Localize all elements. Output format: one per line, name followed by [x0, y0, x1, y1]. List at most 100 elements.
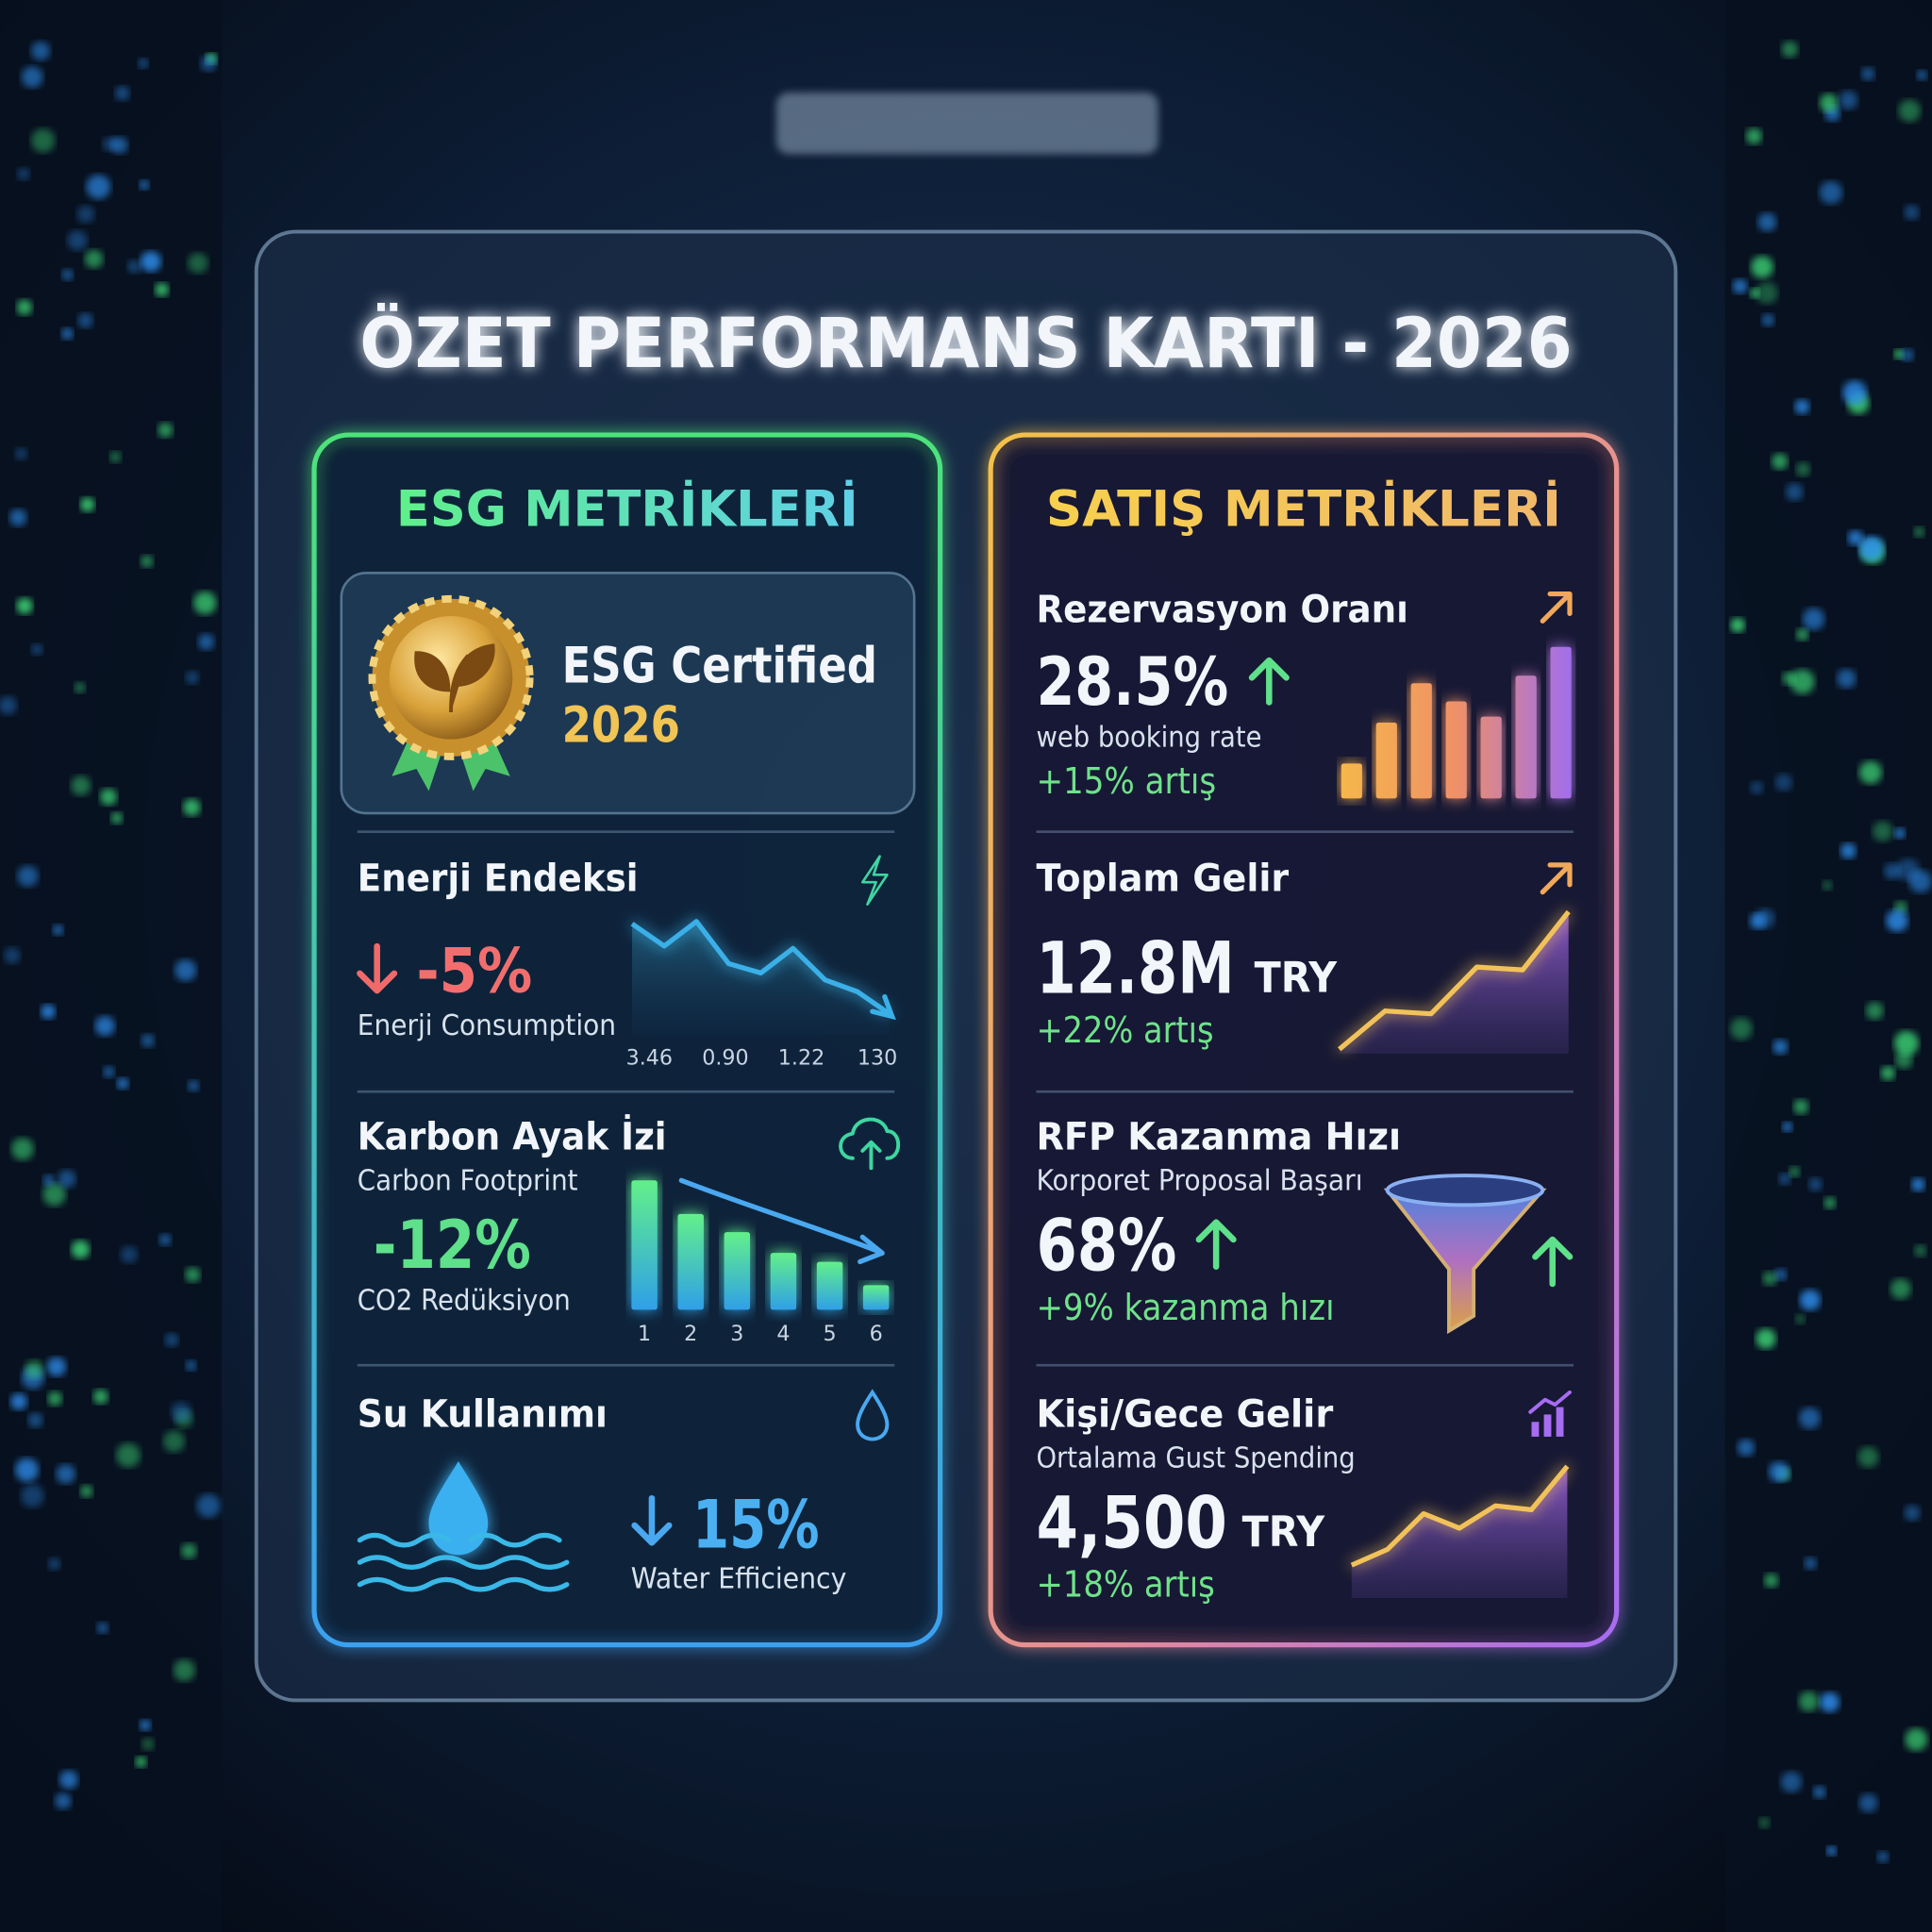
- bar: [862, 1285, 890, 1310]
- page-title: ÖZET PERFORMANS KARTI - 2026: [359, 303, 1572, 384]
- server-light: [17, 167, 30, 181]
- server-light: [1898, 99, 1921, 123]
- server-light: [61, 327, 74, 341]
- metric-title: Karbon Ayak İzi: [358, 1114, 667, 1159]
- server-light: [164, 1333, 179, 1347]
- area-fill: [1339, 911, 1569, 1054]
- metric-subtitle: Korporet Proposal Başarı: [1036, 1165, 1362, 1198]
- server-light: [1798, 1690, 1819, 1712]
- server-light: [142, 1738, 155, 1751]
- server-light: [1872, 821, 1893, 841]
- x-tick-label: 0.90: [702, 1045, 748, 1070]
- bar: [724, 1232, 751, 1310]
- line: [630, 919, 891, 1016]
- server-light: [1732, 278, 1748, 294]
- server-light: [138, 58, 149, 69]
- drop-icon: [856, 1389, 890, 1441]
- metric-change: +18% artış: [1036, 1564, 1214, 1606]
- server-light: [1822, 880, 1833, 891]
- server-light: [1730, 617, 1745, 633]
- revenue-chart: [1338, 909, 1571, 1054]
- x-tick-label: 130: [858, 1045, 897, 1070]
- bar: [1341, 763, 1362, 799]
- server-light: [16, 597, 33, 614]
- server-light: [173, 1658, 195, 1682]
- booking-chart: [1341, 646, 1572, 799]
- server-light: [1913, 526, 1925, 538]
- server-light: [181, 1542, 197, 1559]
- metric-value: 28.5%: [1036, 643, 1228, 721]
- server-light: [140, 251, 161, 273]
- server-light: [1781, 41, 1798, 58]
- metric-subtitle: Carbon Footprint: [358, 1165, 578, 1198]
- metric-title: Kişi/Gece Gelir: [1036, 1391, 1333, 1436]
- server-light: [1901, 348, 1914, 362]
- ceiling-light: [775, 92, 1158, 155]
- funnel-icon: [1383, 1174, 1547, 1335]
- server-light: [52, 924, 64, 936]
- server-light: [1904, 204, 1920, 220]
- server-light: [1778, 1173, 1791, 1186]
- server-light: [1793, 1099, 1808, 1115]
- metric-value: -5%: [416, 935, 532, 1007]
- trend-icon: [1540, 862, 1573, 895]
- server-light: [1790, 669, 1815, 694]
- x-tick-label: 4: [776, 1322, 790, 1346]
- server-light: [1896, 858, 1920, 881]
- server-light: [1847, 530, 1863, 546]
- area-fill: [1351, 1466, 1568, 1599]
- down-arrow: [631, 1494, 673, 1546]
- server-rack: [1724, 0, 1932, 1932]
- server-light: [11, 1138, 34, 1160]
- area-line: [1350, 1464, 1570, 1568]
- server-light: [1839, 91, 1858, 110]
- server-light: [110, 811, 123, 824]
- line-area: [632, 921, 891, 1036]
- server-light: [1764, 1573, 1779, 1588]
- server-light: [9, 508, 27, 526]
- server-light: [1794, 1313, 1806, 1324]
- server-light: [185, 1267, 201, 1283]
- server-light: [1808, 1177, 1823, 1191]
- server-light: [46, 1357, 67, 1376]
- server-light: [1904, 1505, 1921, 1522]
- server-light: [1824, 1196, 1837, 1209]
- server-light: [1905, 1727, 1928, 1751]
- server-light: [1794, 399, 1810, 414]
- metric-change: +9% kazanma hızı: [1036, 1287, 1334, 1328]
- bar: [1445, 701, 1467, 799]
- server-light: [1858, 760, 1882, 784]
- server-light: [31, 128, 56, 153]
- bar: [677, 1213, 704, 1310]
- metric-title: Toplam Gelir: [1036, 855, 1289, 900]
- server-light: [116, 1442, 141, 1468]
- line-arrowhead: [870, 993, 896, 1021]
- server-light: [1774, 1268, 1788, 1281]
- server-light: [15, 1457, 40, 1482]
- server-light: [139, 179, 150, 191]
- server-light: [141, 555, 154, 568]
- server-light: [1730, 1017, 1753, 1041]
- panel-title: SATIŞ METRİKLERİ: [1046, 481, 1561, 539]
- server-light: [1755, 908, 1775, 929]
- server-light: [1798, 1407, 1821, 1429]
- server-light: [1884, 862, 1901, 880]
- bar: [1550, 646, 1572, 799]
- server-light: [110, 137, 128, 154]
- server-light: [1880, 1066, 1895, 1081]
- bar: [1410, 683, 1432, 799]
- metric-subtitle: Ortalama Gust Spending: [1036, 1442, 1355, 1475]
- server-light: [1795, 461, 1810, 476]
- server-light: [1876, 1851, 1890, 1863]
- metric-caption: web booking rate: [1036, 722, 1261, 755]
- bolt-icon: [860, 855, 889, 906]
- server-light: [1826, 1845, 1837, 1857]
- server-light: [1758, 1817, 1771, 1828]
- server-light: [1914, 1244, 1927, 1257]
- server-light: [1796, 628, 1809, 641]
- server-light: [1819, 93, 1839, 112]
- server-light: [92, 1389, 108, 1405]
- server-light: [41, 1004, 56, 1020]
- server-light: [1774, 774, 1792, 791]
- server-light: [71, 775, 92, 796]
